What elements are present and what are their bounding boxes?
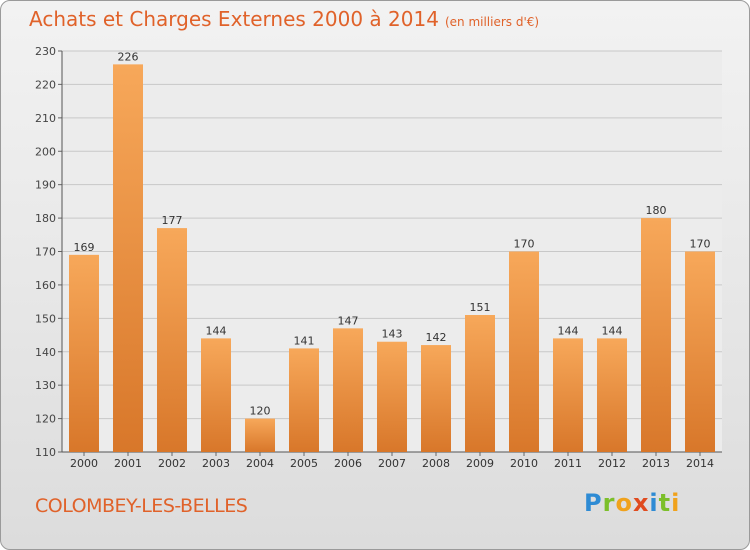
chart-title: Achats et Charges Externes 2000 à 2014 (e… [29,7,539,31]
x-tick-label: 2011 [554,457,582,470]
x-tick-label: 2001 [114,457,142,470]
bar [509,251,539,452]
data-label: 226 [118,50,139,63]
x-tick-label: 2010 [510,457,538,470]
bar [421,345,451,452]
data-label: 177 [162,214,183,227]
y-tick-label: 120 [35,413,56,426]
y-tick-label: 210 [35,112,56,125]
data-label: 120 [250,405,271,418]
chart-subtitle: (en milliers d'€) [444,15,540,29]
bar [597,338,627,452]
bar [377,341,407,452]
data-label: 144 [602,324,623,337]
y-tick-label: 150 [35,312,56,325]
x-tick-label: 2012 [598,457,626,470]
y-tick-label: 170 [35,246,56,259]
x-tick-label: 2004 [246,457,274,470]
bar [201,338,231,452]
y-tick-label: 200 [35,145,56,158]
data-label: 141 [294,334,315,347]
data-label: 144 [206,324,227,337]
bar [69,254,99,452]
x-tick-label: 2005 [290,457,318,470]
bar [553,338,583,452]
data-label: 170 [690,238,711,251]
x-tick-label: 2003 [202,457,230,470]
data-label: 147 [338,314,359,327]
y-tick-label: 160 [35,279,56,292]
y-tick-label: 190 [35,179,56,192]
x-tick-label: 2008 [422,457,450,470]
x-tick-label: 2002 [158,457,186,470]
data-label: 151 [470,301,491,314]
x-tick-label: 2000 [70,457,98,470]
bar [289,348,319,452]
bar [157,228,187,452]
x-tick-label: 2013 [642,457,670,470]
bar [641,218,671,452]
bar [245,418,275,452]
y-tick-label: 180 [35,212,56,225]
data-label: 170 [514,238,535,251]
data-label: 169 [74,241,95,254]
bar [465,314,495,452]
commune-name: COLOMBEY-LES-BELLES [35,495,248,517]
x-tick-label: 2006 [334,457,362,470]
bar [333,328,363,452]
x-tick-label: 2014 [686,457,714,470]
bar [113,64,143,452]
x-tick-label: 2007 [378,457,406,470]
y-tick-label: 220 [35,78,56,91]
y-tick-label: 230 [35,45,56,58]
data-label: 143 [382,328,403,341]
y-tick-label: 130 [35,379,56,392]
data-label: 144 [558,324,579,337]
data-label: 180 [646,204,667,217]
x-tick-label: 2009 [466,457,494,470]
y-tick-label: 110 [35,446,56,459]
bar [685,251,715,452]
chart-title-text: Achats et Charges Externes 2000 à 2014 [29,7,439,31]
proxiti-logo: Proxiti [584,489,681,517]
y-tick-label: 140 [35,346,56,359]
data-label: 142 [426,331,447,344]
